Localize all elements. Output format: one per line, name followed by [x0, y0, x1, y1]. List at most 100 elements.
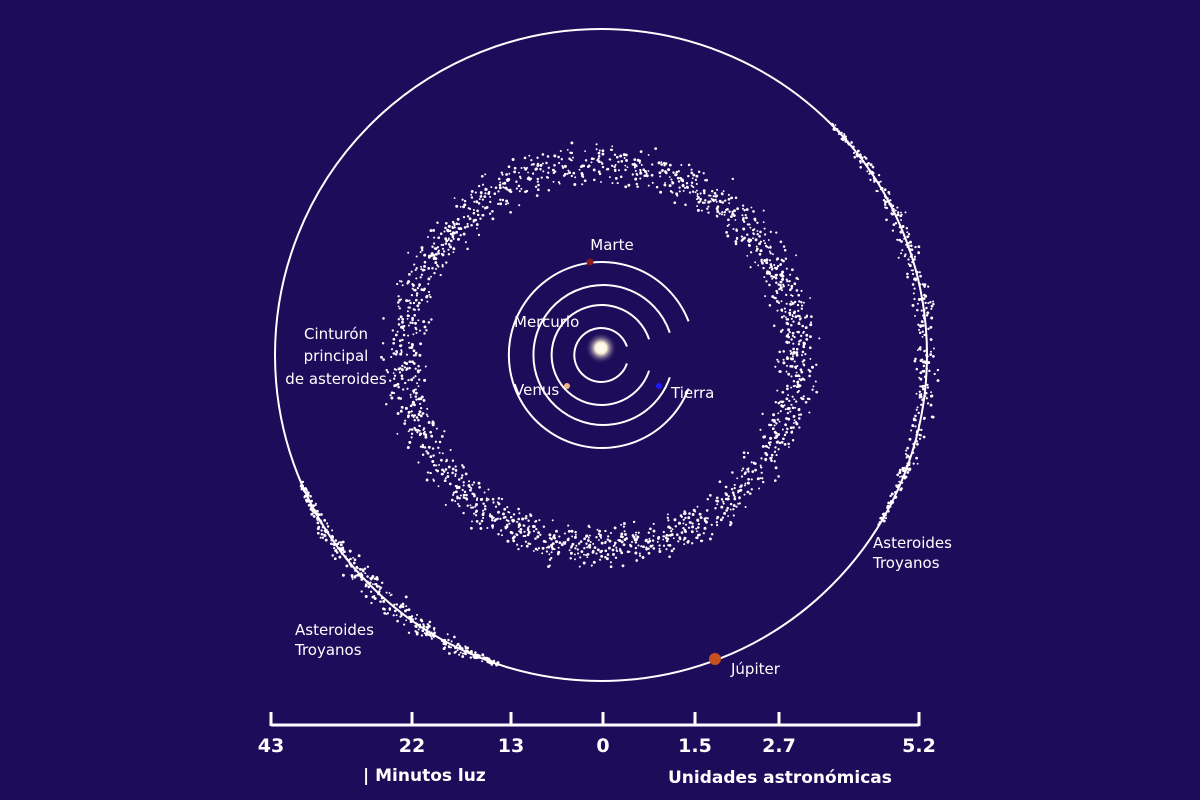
asteroid-dot [420, 634, 423, 637]
asteroid-dot [535, 167, 538, 171]
asteroid-dot [774, 466, 778, 470]
asteroid-dot [815, 363, 818, 367]
asteroid-dot [652, 529, 656, 533]
asteroid-dot [918, 376, 921, 379]
asteroid-dot [393, 603, 396, 606]
asteroid-dot [783, 443, 787, 446]
asteroid-dot [573, 553, 576, 556]
asteroid-dot [635, 559, 639, 562]
asteroid-dot [409, 301, 412, 305]
asteroid-dot [705, 509, 709, 512]
asteroid-dot [571, 535, 574, 538]
mars-orbit [507, 261, 690, 449]
asteroid-dot [615, 549, 618, 552]
asteroid-dot [793, 282, 797, 286]
asteroid-dot [814, 380, 817, 383]
asteroid-dot [407, 341, 410, 344]
asteroid-dot [795, 371, 798, 374]
asteroid-dot [841, 138, 845, 142]
asteroid-dot [499, 181, 502, 184]
asteroid-dot [699, 197, 702, 201]
asteroid-dot [467, 484, 471, 487]
asteroid-dot [393, 368, 397, 371]
asteroid-dot [752, 210, 755, 213]
asteroid-dot [735, 237, 739, 240]
asteroid-dot [553, 164, 556, 167]
asteroid-dot [399, 315, 403, 319]
asteroid-dot [890, 492, 894, 496]
asteroid-dot [919, 371, 923, 375]
asteroid-dot [765, 258, 769, 262]
asteroid-dot [715, 521, 718, 524]
asteroid-dot [456, 496, 459, 500]
asteroid-dot [785, 430, 788, 434]
asteroid-dot [429, 295, 432, 299]
asteroid-dot [484, 206, 487, 210]
asteroid-dot [409, 321, 412, 324]
asteroid-dot [776, 389, 779, 392]
asteroid-dot [608, 176, 611, 179]
asteroid-dot [913, 258, 916, 261]
asteroid-dot [644, 170, 647, 173]
asteroid-dot [673, 518, 677, 522]
asteroid-dot [414, 375, 417, 378]
asteroid-dot [695, 189, 698, 192]
asteroid-dot [611, 182, 614, 185]
asteroid-dot [696, 205, 699, 208]
asteroid-dot [482, 511, 485, 514]
asteroid-dot [640, 164, 643, 166]
asteroid-dot [784, 257, 788, 260]
asteroid-dot [859, 161, 862, 164]
asteroid-dot [918, 437, 922, 440]
asteroid-dot [441, 452, 444, 455]
asteroid-dot [726, 234, 730, 238]
asteroid-dot [354, 574, 357, 578]
asteroid-dot [430, 637, 433, 640]
asteroid-dot [513, 166, 517, 170]
asteroid-dot [463, 490, 467, 494]
asteroid-dot [473, 493, 476, 496]
asteroid-dot [433, 271, 436, 275]
asteroid-dot [417, 461, 420, 464]
asteroid-dot [687, 526, 691, 529]
asteroid-dot [798, 426, 801, 429]
asteroid-dot [448, 652, 451, 655]
asteroid-dot [524, 534, 527, 538]
asteroid-dot [415, 632, 419, 636]
asteroid-dot [745, 208, 749, 211]
asteroid-dot [470, 506, 473, 509]
asteroid-dot [401, 318, 405, 321]
asteroid-dot [447, 645, 451, 648]
asteroid-dot [604, 529, 607, 533]
asteroid-dot [580, 550, 584, 553]
trojan-asteroids-right [830, 122, 940, 527]
asteroid-dot [551, 547, 555, 551]
asteroid-dot [457, 485, 461, 489]
asteroid-dot [349, 557, 352, 561]
asteroid-dot [426, 407, 429, 410]
asteroid-dot [786, 428, 789, 431]
asteroid-dot [715, 200, 718, 203]
asteroid-dot [461, 464, 464, 467]
asteroid-dot [454, 473, 457, 476]
asteroid-dot [775, 434, 779, 438]
asteroid-dot [907, 263, 910, 265]
asteroid-dot [619, 154, 623, 158]
asteroid-dot [904, 211, 907, 214]
asteroid-dot [922, 283, 926, 287]
asteroid-dot [437, 252, 440, 255]
asteroid-dot [599, 550, 603, 554]
asteroid-dot [750, 206, 753, 209]
asteroid-dot [364, 595, 368, 598]
asteroid-dot [588, 526, 591, 529]
asteroid-dot [716, 188, 719, 191]
asteroid-dot [390, 348, 394, 351]
asteroid-dot [433, 631, 436, 635]
asteroid-dot [695, 536, 698, 540]
asteroid-dot [388, 608, 391, 611]
asteroid-dot [647, 531, 650, 534]
asteroid-dot [450, 498, 454, 502]
asteroid-dot [443, 230, 446, 233]
asteroid-dot [785, 370, 788, 373]
asteroid-dot [341, 540, 345, 544]
